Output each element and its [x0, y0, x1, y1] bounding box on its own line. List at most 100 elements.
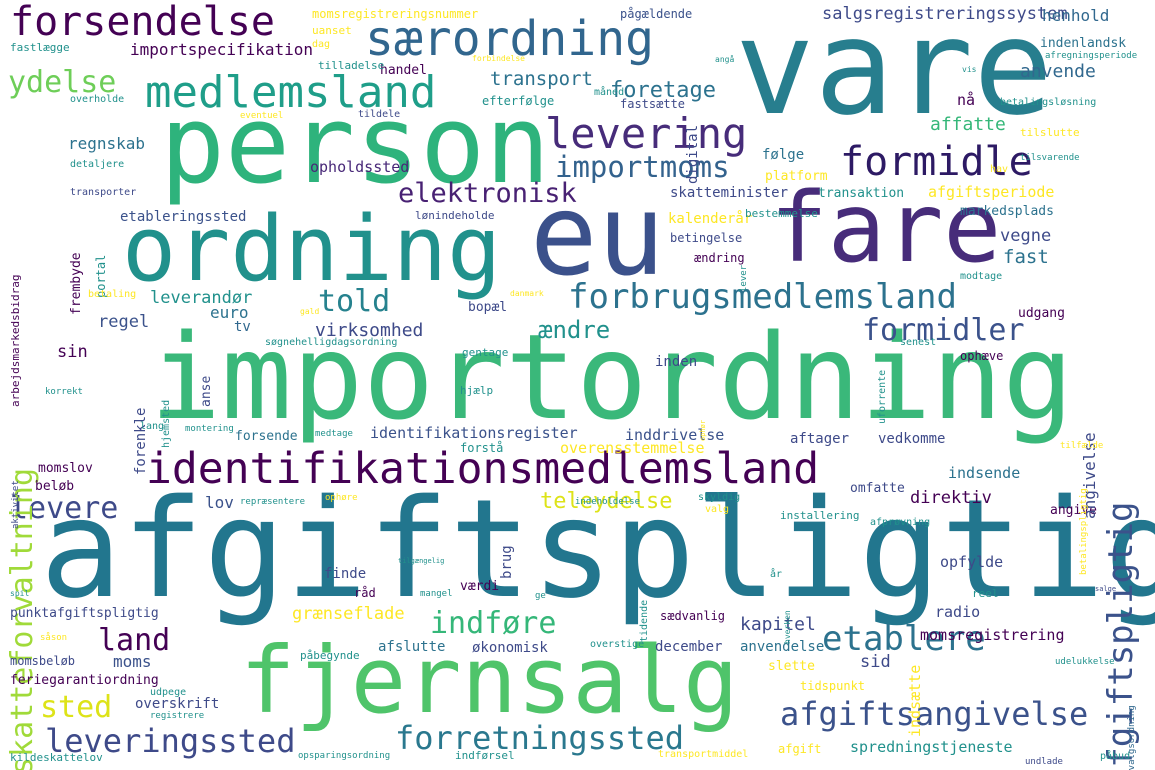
word: leveringssted	[45, 722, 296, 760]
word: overholde	[70, 94, 125, 105]
word: indsætte	[906, 664, 924, 737]
word: ydelse	[8, 65, 117, 100]
word: opfylde	[940, 553, 1004, 571]
word: valg	[705, 504, 730, 515]
word: punktafgiftspligtig	[10, 606, 159, 621]
word: salgsregistreringssystem	[822, 4, 1068, 24]
word: digital	[685, 124, 701, 184]
word: korrekt	[45, 387, 83, 397]
word: inden	[655, 354, 698, 370]
word: afslutte	[378, 639, 446, 655]
word: betaling	[88, 289, 137, 300]
word: afgiftspligtig	[40, 471, 1155, 629]
word: uanset	[312, 24, 352, 37]
word: frembyde	[69, 252, 84, 315]
word: afprøvning	[870, 517, 931, 528]
word: bestemmelse	[745, 207, 818, 220]
word: angå	[715, 55, 735, 64]
word: kalenderår	[668, 211, 753, 227]
word: udelukkelse	[1055, 657, 1115, 667]
word: overensstemmelse	[560, 439, 705, 457]
word: forenkle	[133, 407, 149, 475]
word: foretage	[610, 78, 716, 103]
word: grænseflade	[292, 604, 405, 624]
word: handel	[380, 63, 427, 78]
word: regel	[98, 312, 150, 332]
word: tilfælde	[1060, 441, 1104, 451]
word: momsbeløb	[10, 654, 76, 668]
word: momsregistrering	[920, 626, 1065, 644]
word: tv	[234, 319, 251, 335]
word: senest	[900, 337, 937, 348]
word: gald	[300, 307, 320, 316]
word: formidle	[840, 139, 1033, 185]
word: danmark	[510, 289, 544, 298]
word: lov	[205, 493, 234, 512]
word: tildele	[358, 109, 401, 120]
word: anvendelse	[740, 639, 825, 655]
word: henhold	[1042, 6, 1110, 25]
word: direktiv	[910, 488, 992, 508]
word: overskrift	[135, 696, 220, 712]
word: indsende	[948, 464, 1021, 482]
word: påbegynde	[300, 649, 360, 662]
word: afgiftsperiode	[928, 183, 1055, 201]
word: beløb	[35, 479, 75, 494]
word: angive	[1050, 503, 1097, 518]
word: skyldig	[698, 492, 741, 503]
word: forbindelse	[472, 54, 525, 63]
word: ophøre	[325, 493, 358, 503]
word: dag	[312, 39, 331, 50]
word: udpege	[150, 687, 187, 698]
word: momsregistreringsnummer	[312, 7, 479, 21]
word: forretningssted	[395, 719, 684, 757]
word: levere	[10, 491, 119, 526]
word: såson	[40, 633, 68, 643]
word: undlade	[1025, 757, 1063, 767]
word: betingelse	[670, 231, 743, 245]
word: formidler	[862, 313, 1025, 348]
word: omfatte	[850, 481, 905, 496]
word: ændre	[538, 316, 611, 344]
word: ordning	[122, 197, 502, 302]
word: hjælp	[460, 384, 494, 397]
word: repræsentere	[240, 497, 306, 507]
word: virksomhed	[315, 320, 424, 341]
word: detaljere	[70, 159, 125, 170]
word: finde	[324, 566, 367, 582]
word: kapitel	[740, 614, 816, 635]
word: indføre	[430, 606, 557, 641]
word: indeholdelse	[575, 497, 641, 507]
word: modtage	[960, 271, 1003, 282]
word: montering	[185, 424, 234, 434]
word: uforrente	[877, 369, 888, 424]
word: teleydelse	[540, 489, 673, 514]
word: etableringssted	[120, 209, 247, 225]
word: medtage	[315, 429, 353, 439]
word: moms	[113, 652, 152, 671]
word: identifikationsmedlemsland	[146, 444, 820, 494]
word: tilgængelig	[398, 557, 445, 565]
word: sin	[57, 342, 88, 362]
word: ophør	[699, 419, 707, 441]
word: indførsel	[455, 749, 515, 762]
word: forstå	[460, 441, 504, 455]
word: eu	[530, 171, 665, 301]
word: måned	[594, 87, 625, 98]
word: told	[318, 284, 391, 319]
word: transporter	[70, 187, 137, 198]
word: regnskab	[68, 134, 146, 153]
word: mangel	[420, 589, 453, 599]
word: vegne	[1000, 226, 1052, 246]
word: efterfølge	[482, 94, 555, 108]
word: hav	[990, 164, 1009, 175]
word: tidspunkt	[800, 679, 866, 693]
word: momslov	[38, 461, 93, 476]
word: importordning	[150, 308, 1074, 446]
word: spil	[10, 589, 30, 598]
word: opsparingsordning	[298, 751, 391, 761]
word: forbrugsmedlemsland	[568, 277, 957, 317]
word: fast	[1003, 246, 1049, 268]
word: importmoms	[555, 150, 730, 184]
